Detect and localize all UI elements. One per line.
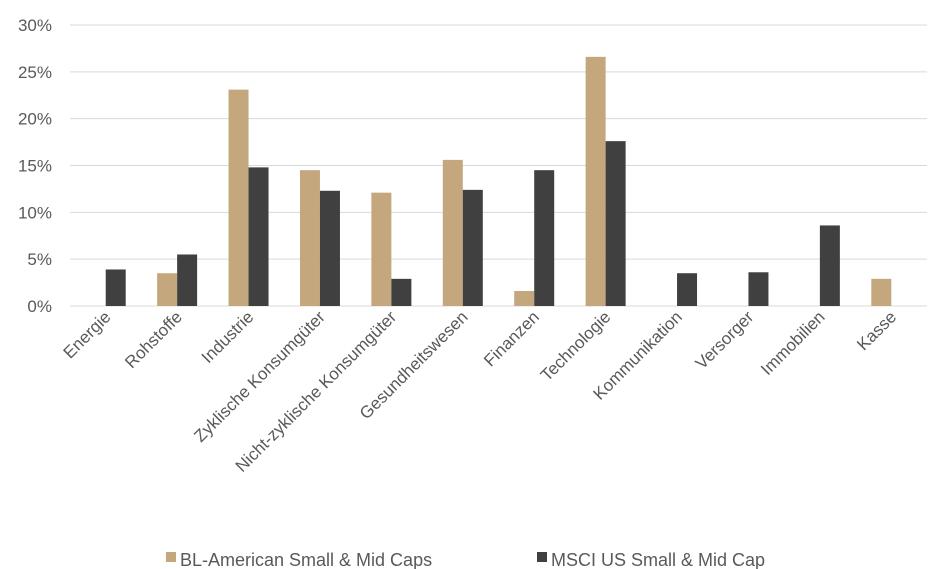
legend-swatch-msci-us: [537, 552, 547, 562]
bar-bl-american: [299, 170, 320, 306]
x-tick-label: Kasse: [853, 307, 900, 354]
bar-msci-us: [605, 141, 626, 306]
x-tick-label: Finanzen: [480, 307, 543, 370]
bar-bl-american: [442, 159, 463, 306]
bar-msci-us: [248, 167, 269, 306]
bar-bl-american: [371, 192, 392, 306]
y-tick-label: 30%: [18, 16, 52, 35]
y-tick-label: 15%: [18, 157, 52, 176]
y-tick-label: 5%: [27, 250, 52, 269]
x-tick-label: Zyklische Konsumgüter: [190, 307, 329, 446]
x-tick-label: Technologie: [537, 307, 615, 385]
bar-msci-us: [105, 269, 126, 306]
x-tick-label: Energie: [60, 307, 115, 362]
x-tick-label: Industrie: [198, 307, 258, 367]
bar-msci-us: [319, 190, 340, 306]
x-tick-label: Rohstoffe: [121, 307, 186, 372]
y-axis-ticks: 0% 5% 10% 15% 20% 25% 30%: [18, 16, 52, 316]
y-tick-label: 10%: [18, 203, 52, 222]
bar-msci-us: [177, 254, 198, 306]
y-tick-label: 0%: [27, 297, 52, 316]
y-tick-label: 25%: [18, 63, 52, 82]
legend-swatch-bl-american: [166, 552, 176, 562]
bars: [105, 56, 892, 307]
legend-label-msci-us: MSCI US Small & Mid Cap: [551, 550, 765, 569]
legend: BL-American Small & Mid Caps MSCI US Sma…: [166, 550, 765, 569]
bar-msci-us: [534, 170, 555, 306]
x-tick-label: Immobilien: [757, 307, 829, 379]
bar-msci-us: [677, 273, 698, 306]
bar-msci-us: [748, 272, 769, 306]
y-tick-label: 20%: [18, 110, 52, 129]
bar-bl-american: [228, 89, 249, 306]
bar-bl-american: [871, 278, 892, 306]
gridlines: [70, 24, 927, 307]
bar-bl-american: [514, 291, 535, 306]
x-tick-label: Versorger: [692, 307, 758, 373]
bar-bl-american: [157, 273, 178, 306]
bar-bl-american: [585, 56, 606, 307]
legend-label-bl-american: BL-American Small & Mid Caps: [180, 550, 432, 569]
bar-msci-us: [391, 278, 412, 306]
bar-msci-us: [462, 189, 483, 306]
bar-msci-us: [819, 225, 840, 306]
